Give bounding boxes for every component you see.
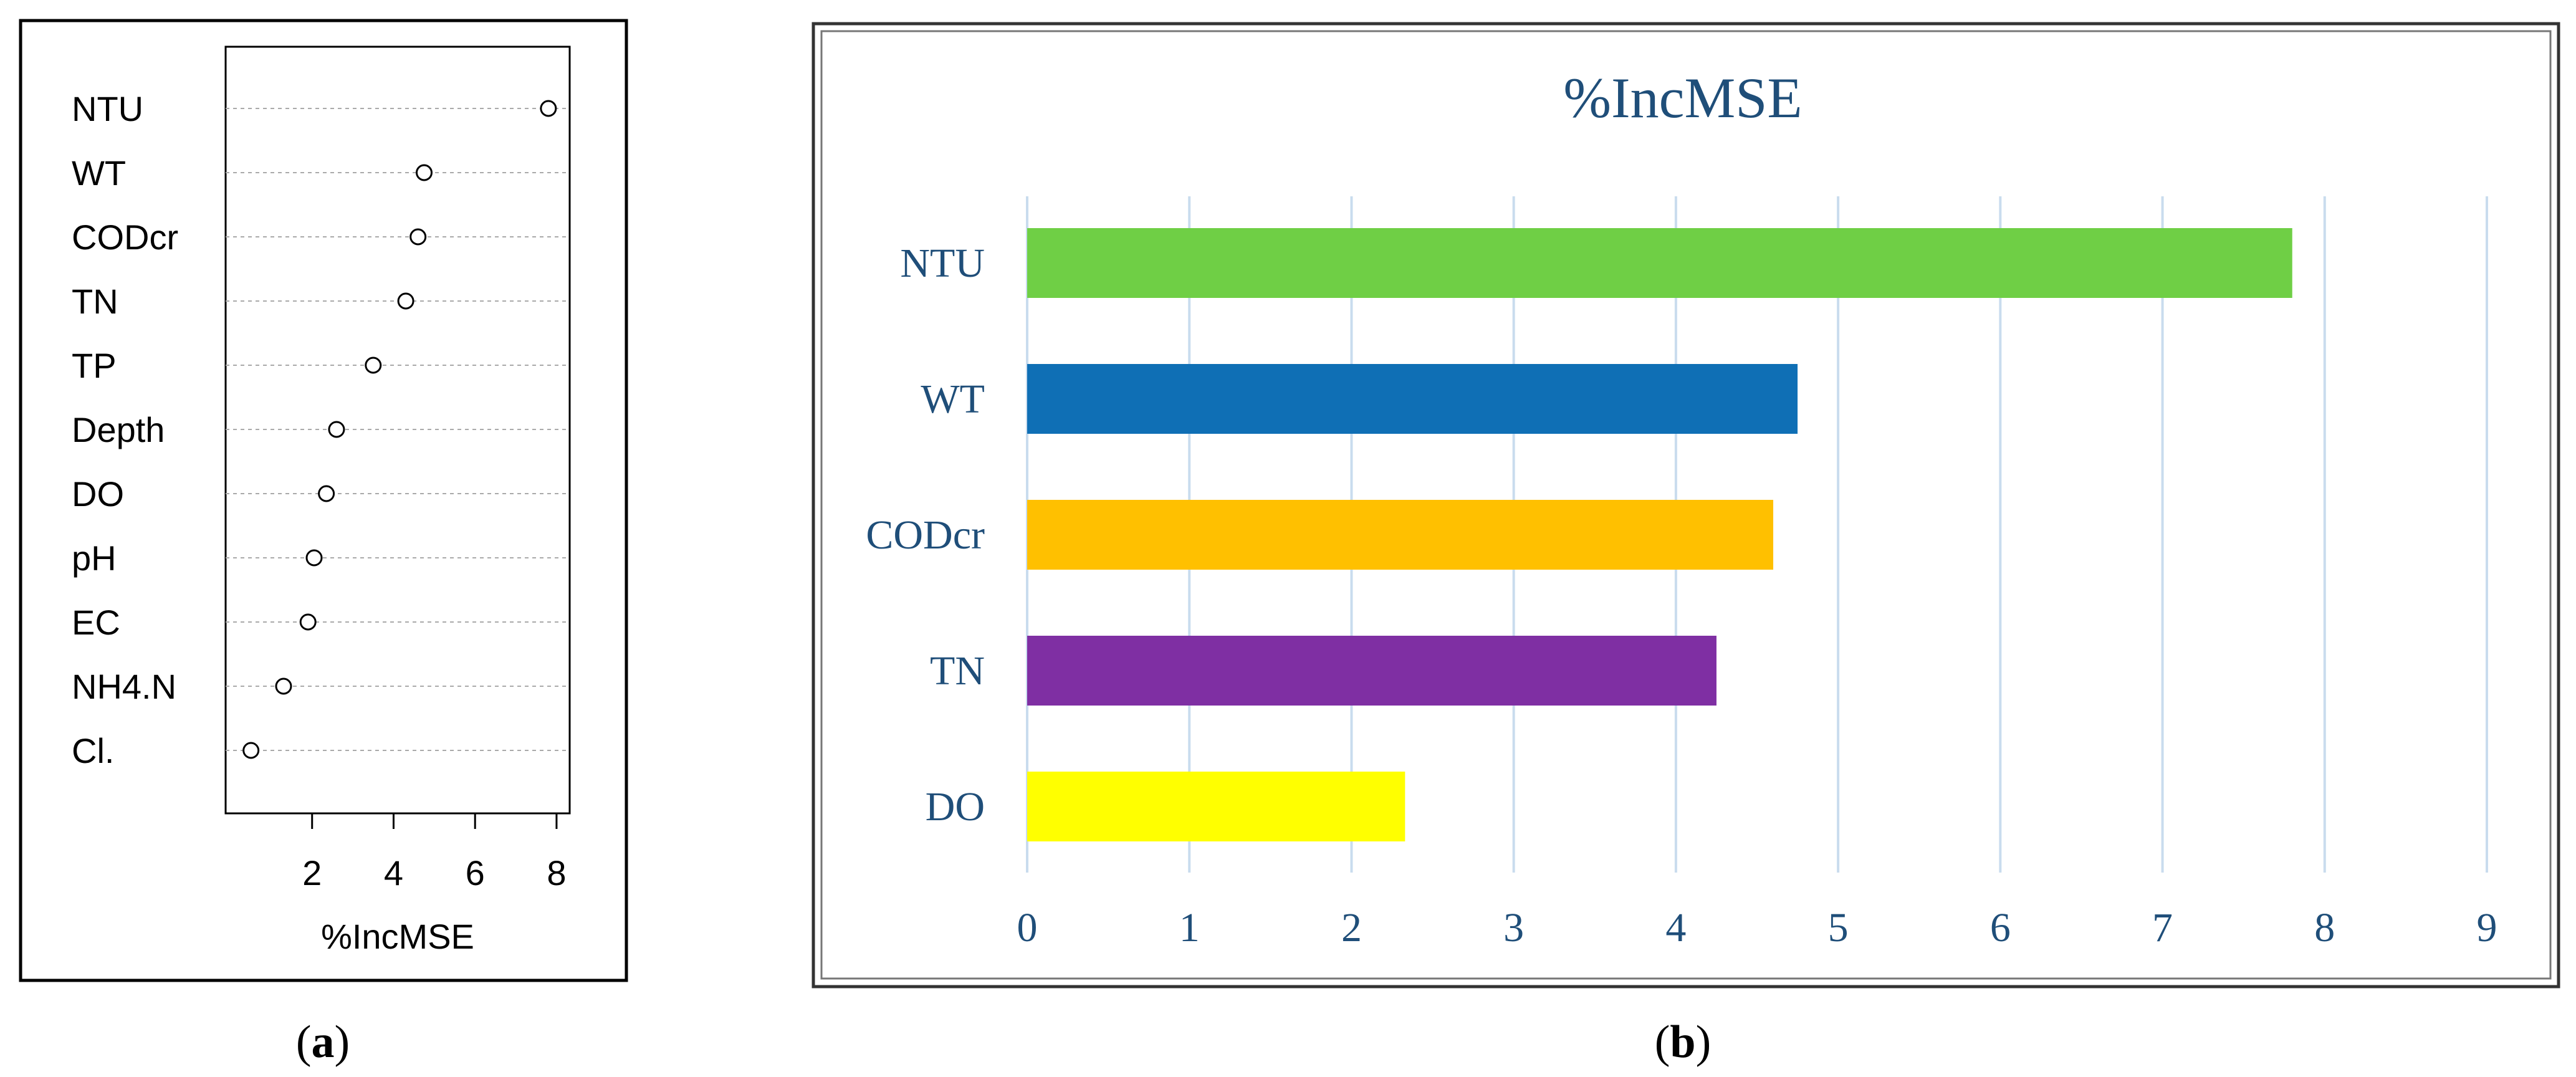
caption-a-letter: a [312, 1017, 335, 1068]
panel-a: NTU WT CODcr TN TP Depth DO pH EC NH4.N Cl. 2 4 6 8 %… [19, 19, 628, 982]
category-label-DO: DO [72, 474, 124, 514]
x-tick-label-4: 4 [384, 853, 403, 893]
category-label-TP: TP [72, 346, 117, 385]
panel-a-points [242, 100, 557, 759]
svg-text:(a): (a) [296, 1017, 350, 1068]
point-NTU [540, 100, 557, 117]
category-label-Cl.: Cl. [72, 731, 114, 770]
bar-WT [1027, 364, 1798, 434]
caption-b: (b) [1655, 1017, 1711, 1068]
category-label-NH4.N: NH4.N [72, 667, 176, 706]
panel-a-gridlines [226, 108, 570, 751]
category-label-CODcr: CODcr [866, 512, 985, 558]
bar-TN [1027, 636, 1717, 706]
panel-b-category-labels: NTU WT CODcr TN DO [866, 241, 985, 830]
point-WT [415, 164, 433, 181]
panel-b-title: %IncMSE [1563, 66, 1802, 130]
category-label-CODcr: CODcr [72, 218, 178, 257]
point-TN [397, 292, 414, 310]
x-tick-label-8: 8 [547, 853, 566, 893]
x-tick-label-1: 1 [1179, 905, 1200, 950]
panel-b: %IncMSE NTU WT CODcr TN DO 0 1 2 3 4 5 6 7 8 9 [812, 22, 2560, 988]
x-tick-label-0: 0 [1017, 905, 1038, 950]
x-tick-label-9: 9 [2477, 905, 2497, 950]
point-EC [299, 613, 317, 631]
x-tick-label-2: 2 [302, 853, 322, 893]
point-Cl. [242, 742, 260, 759]
point-CODcr [409, 228, 427, 246]
bar-NTU [1027, 228, 2292, 298]
category-label-TN: TN [930, 648, 985, 694]
x-tick-label-4: 4 [1665, 905, 1686, 950]
category-label-WT: WT [921, 376, 985, 422]
x-tick-label-5: 5 [1828, 905, 1849, 950]
bar-DO [1027, 772, 1405, 841]
x-tick-label-2: 2 [1341, 905, 1362, 950]
point-Depth [328, 421, 345, 438]
category-label-NTU: NTU [900, 241, 985, 286]
x-tick-label-3: 3 [1503, 905, 1524, 950]
point-NH4.N [275, 677, 292, 695]
point-DO [318, 485, 335, 502]
category-label-Depth: Depth [72, 410, 165, 449]
category-label-NTU: NTU [72, 89, 143, 128]
x-tick-label-8: 8 [2314, 905, 2335, 950]
category-label-EC: EC [72, 603, 120, 642]
category-label-DO: DO [926, 784, 985, 830]
svg-text:(b): (b) [1655, 1017, 1711, 1068]
x-tick-label-6: 6 [1990, 905, 2011, 950]
bar-CODcr [1027, 500, 1774, 570]
point-pH [305, 549, 323, 567]
panel-a-category-labels: NTU WT CODcr TN TP Depth DO pH EC NH4.N Cl. [72, 89, 178, 770]
caption-b-letter: b [1670, 1017, 1695, 1068]
category-label-TN: TN [72, 282, 118, 321]
panel-a-x-axis-label: %IncMSE [321, 917, 474, 956]
caption-a: (a) [296, 1017, 350, 1068]
panel-b-bars [1027, 228, 2292, 841]
panel-b-x-axis: 0 1 2 3 4 5 6 7 8 9 [1017, 905, 2497, 950]
category-label-WT: WT [72, 153, 126, 193]
x-tick-label-6: 6 [466, 853, 485, 893]
category-label-pH: pH [72, 538, 117, 578]
x-tick-label-7: 7 [2152, 905, 2173, 950]
panel-b-inner-frame [820, 30, 2552, 980]
point-TP [365, 357, 382, 374]
panel-a-x-axis: 2 4 6 8 [302, 813, 567, 893]
